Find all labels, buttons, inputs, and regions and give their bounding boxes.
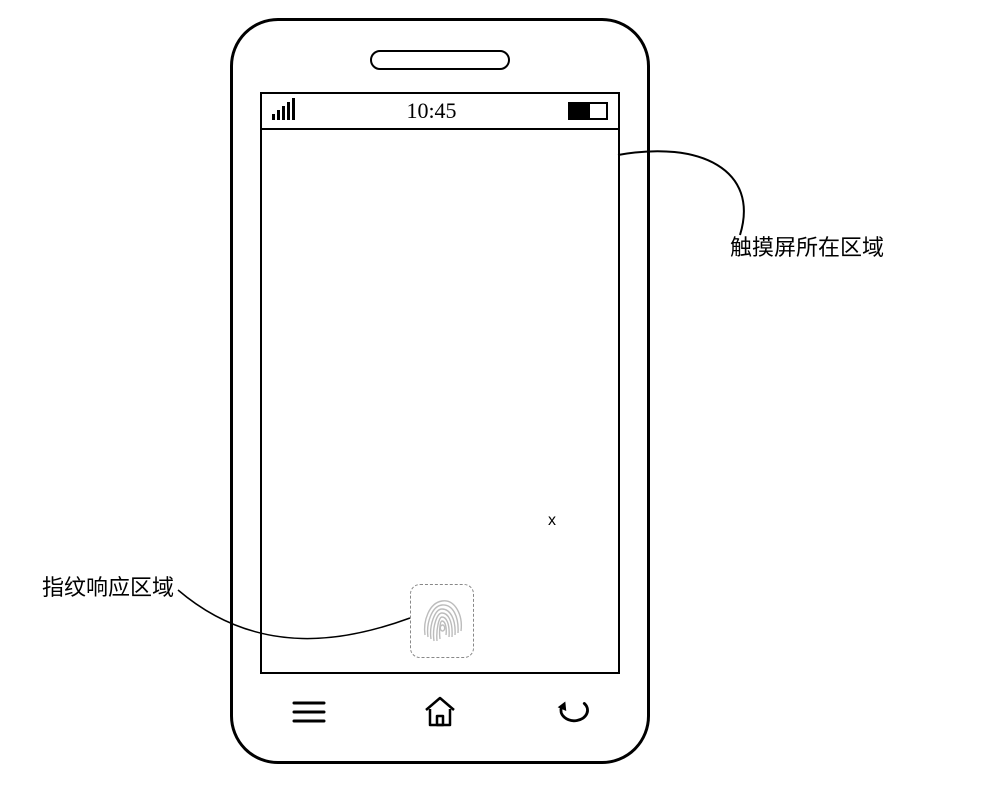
speaker-slot bbox=[370, 50, 510, 70]
fingerprint-icon bbox=[417, 591, 467, 651]
battery-fill bbox=[570, 104, 590, 118]
menu-icon[interactable] bbox=[290, 697, 328, 727]
nav-bar bbox=[260, 688, 620, 736]
battery-icon bbox=[568, 102, 608, 120]
clock-text: 10:45 bbox=[406, 98, 456, 124]
touchscreen-area[interactable]: 10:45 x bbox=[260, 92, 620, 674]
back-icon[interactable] bbox=[552, 697, 590, 727]
x-marker: x bbox=[548, 512, 556, 530]
fingerprint-label: 指纹响应区域 bbox=[42, 570, 174, 602]
signal-icon bbox=[272, 102, 295, 120]
fingerprint-response-area[interactable] bbox=[410, 584, 474, 658]
home-icon[interactable] bbox=[421, 697, 459, 727]
touchscreen-label: 触摸屏所在区域 bbox=[730, 230, 884, 262]
status-bar: 10:45 bbox=[262, 94, 618, 130]
